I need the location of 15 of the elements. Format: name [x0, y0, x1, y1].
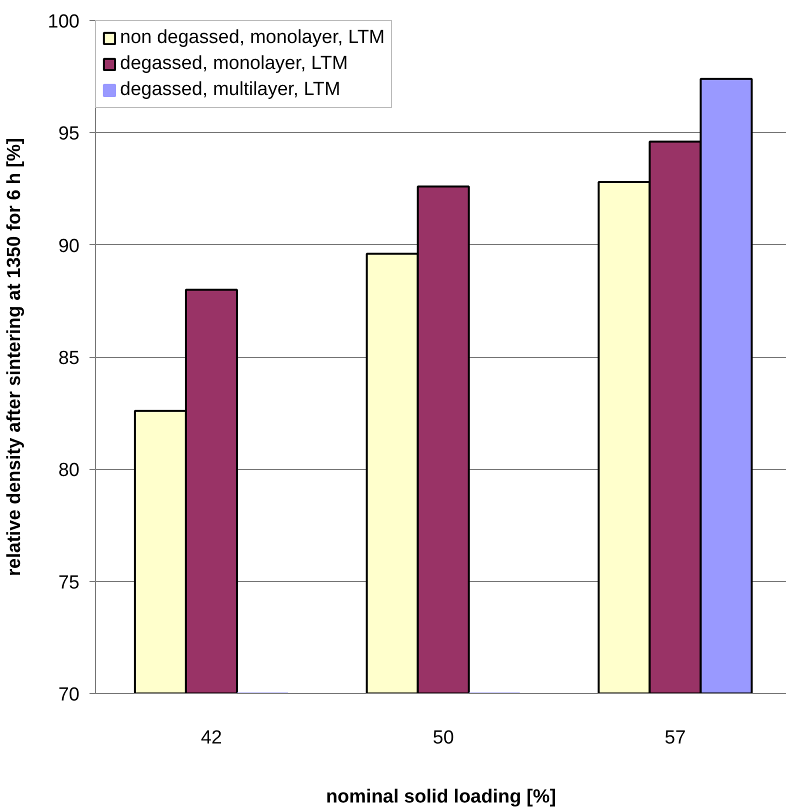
y-tick-label: 85: [58, 348, 80, 369]
y-tick-label: 90: [58, 236, 80, 257]
x-tick-label: 42: [200, 728, 222, 748]
y-tick-label: 100: [48, 12, 80, 32]
x-tick-label: 50: [432, 728, 454, 748]
y-tick-label: 80: [58, 460, 80, 482]
y-axis-title: relative density after sintering at 1350 for 6 h [%]: [4, 138, 25, 576]
legend-label: non degassed, monolayer, LTM: [120, 27, 385, 49]
y-tick-label: 75: [58, 572, 80, 594]
legend-label: degassed, monolayer, LTM: [120, 53, 348, 75]
y-tick-label: 70: [58, 684, 80, 706]
x-axis-title: nominal solid loading [%]: [326, 786, 556, 808]
legend-label: degassed, multilayer, LTM: [120, 79, 340, 101]
y-tick-label: 95: [58, 124, 80, 145]
x-tick-label: 57: [664, 728, 686, 748]
